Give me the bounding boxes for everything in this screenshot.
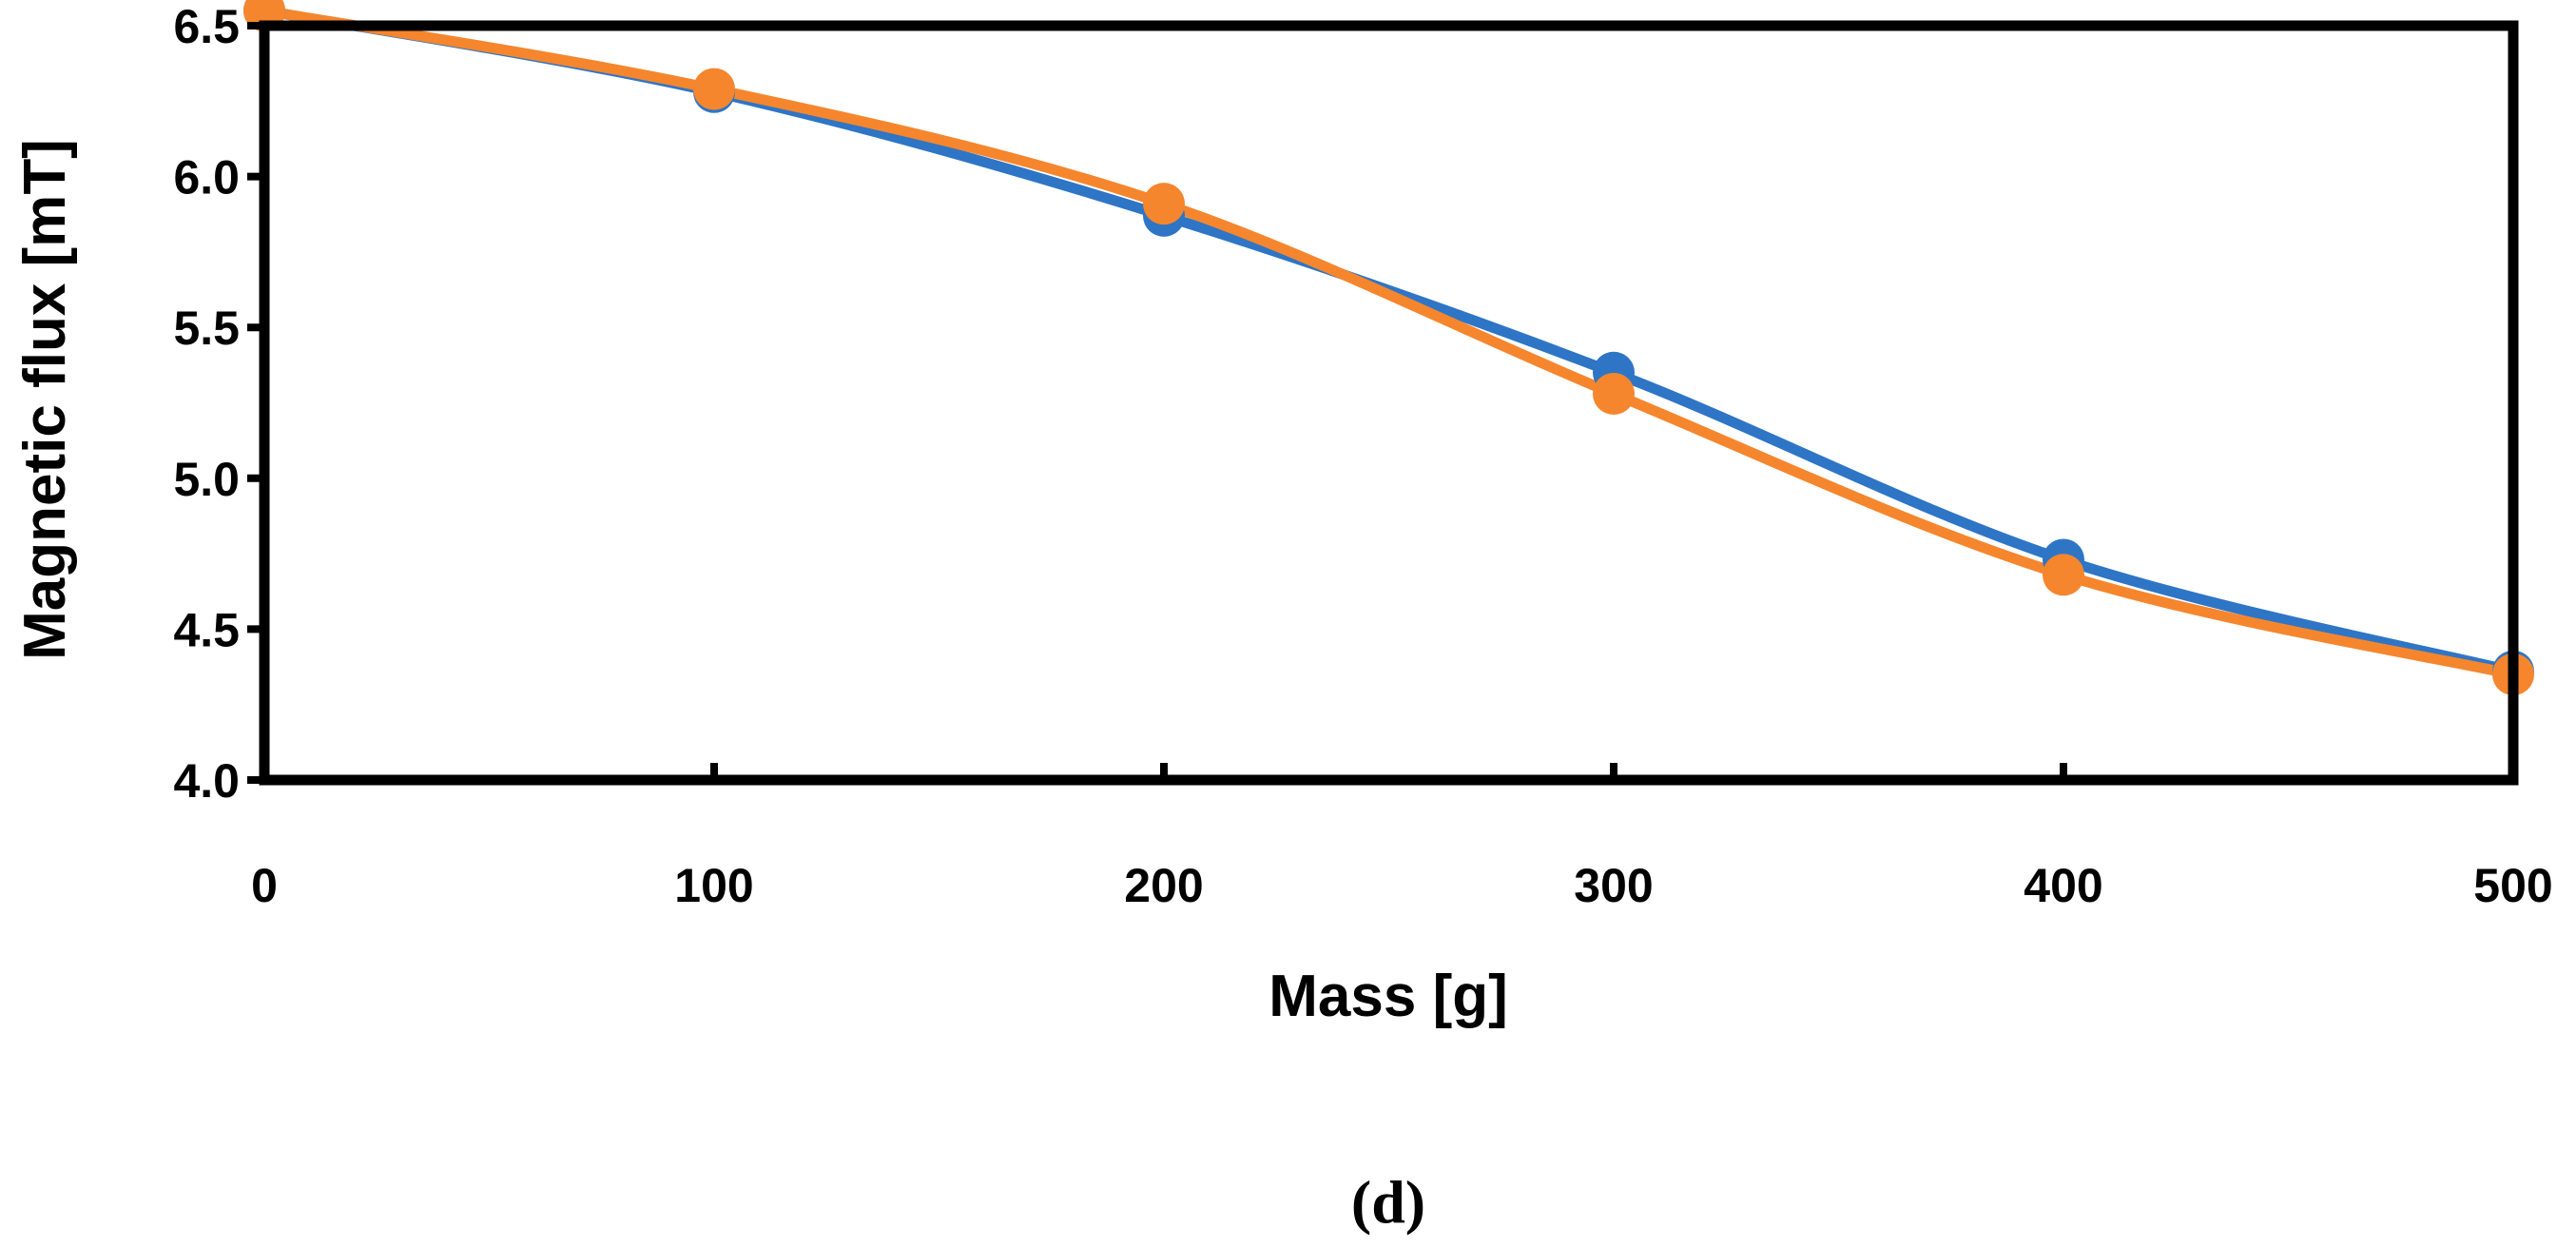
series-2-point bbox=[2043, 554, 2084, 596]
series-line-1 bbox=[263, 5, 2515, 677]
series-layer bbox=[243, 0, 2534, 695]
series-2-point bbox=[1593, 372, 1635, 415]
y-tick-label: 6.0 bbox=[173, 151, 240, 205]
tick-layer: 0 100 200 300 400 500 4.0 4.5 5.0 5.5 6.0 6.5 bbox=[173, 0, 2552, 912]
y-axis-title: Magnetic flux [mT] bbox=[12, 139, 78, 660]
x-tick-label: 500 bbox=[2473, 859, 2552, 912]
x-tick-label: 0 bbox=[251, 859, 278, 912]
x-tick-label: 200 bbox=[1124, 859, 1203, 912]
series-2-point bbox=[1143, 183, 1185, 225]
series-line-2 bbox=[263, 5, 2515, 680]
x-tick-label: 400 bbox=[2024, 859, 2102, 912]
y-tick-label: 4.5 bbox=[173, 603, 240, 656]
y-tick-label: 5.5 bbox=[173, 302, 240, 355]
series-2-point bbox=[693, 68, 735, 110]
x-axis-title: Mass [g] bbox=[1269, 964, 1507, 1029]
y-tick-label: 4.0 bbox=[173, 754, 240, 808]
y-tick-label: 6.5 bbox=[173, 0, 240, 53]
figure-caption: (d) bbox=[1351, 1168, 1425, 1236]
x-tick-label: 100 bbox=[674, 859, 753, 912]
x-tick-label: 300 bbox=[1574, 859, 1653, 912]
y-tick-label: 5.0 bbox=[173, 453, 240, 506]
plot-frame bbox=[259, 20, 2519, 786]
